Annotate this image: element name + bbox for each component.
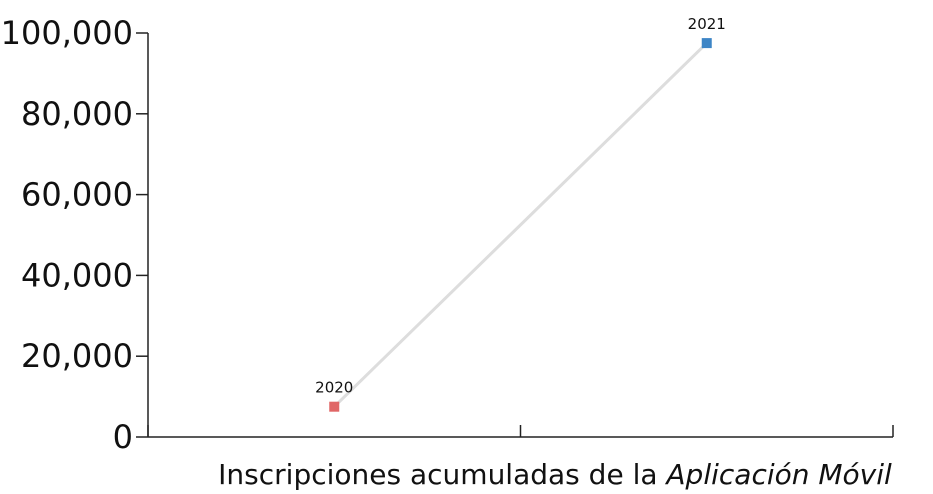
- x-axis-label: Inscripciones acumuladas de la Aplicació…: [218, 458, 892, 491]
- y-axis: 0 20,000 40,000 60,000 80,000 100,000: [1, 14, 149, 456]
- x-axis-label-part-1: Inscripciones acumuladas de la: [218, 458, 666, 491]
- data-label-2020: 2020: [315, 379, 353, 397]
- series-line: [333, 42, 708, 408]
- data-point-2021: [701, 38, 712, 49]
- y-tick-label: 0: [113, 418, 133, 456]
- y-tick-label: 20,000: [21, 337, 133, 375]
- y-tick-label: 60,000: [21, 176, 133, 214]
- data-label-2021: 2021: [688, 15, 726, 33]
- x-axis: [147, 425, 894, 438]
- y-tick-label: 40,000: [21, 256, 133, 294]
- x-axis-label-part-2: Aplicación Móvil: [664, 458, 892, 491]
- y-tick-label: 80,000: [21, 95, 133, 133]
- y-tick-label: 100,000: [1, 14, 133, 52]
- data-point-2020: [329, 401, 340, 412]
- series: 2020 2021: [315, 15, 726, 412]
